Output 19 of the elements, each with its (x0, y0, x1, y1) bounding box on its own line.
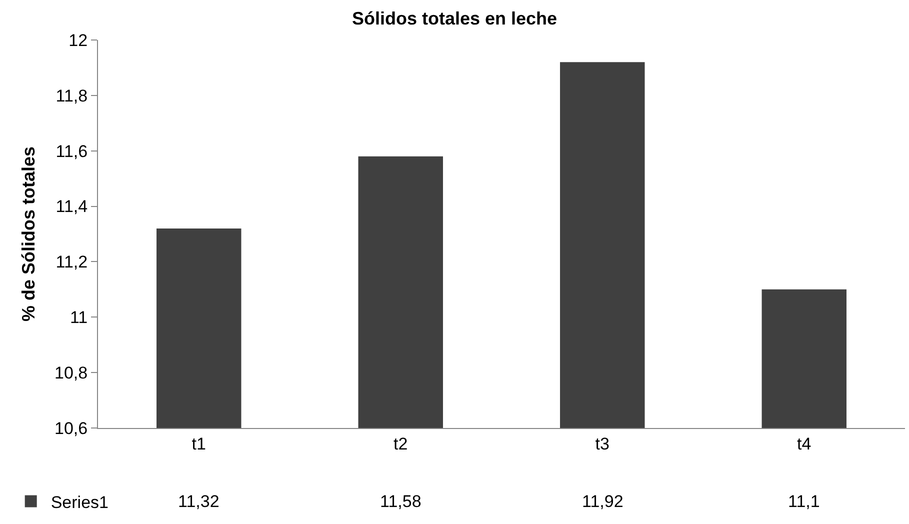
y-tick-label: 11 (70, 308, 88, 328)
y-tick-label: 11,8 (56, 86, 88, 106)
chart-title: Sólidos totales en leche (352, 8, 558, 29)
y-tick-label: 12 (68, 30, 88, 50)
data-label: 11,58 (380, 492, 422, 511)
y-tick-label: 11,4 (56, 197, 88, 216)
data-label: 11,1 (788, 492, 820, 511)
x-tick-label: t4 (797, 434, 812, 454)
data-label: 11,92 (582, 492, 624, 511)
legend-label: Series1 (50, 492, 108, 512)
y-tick-label: 10,8 (54, 364, 88, 383)
y-tick-label: 11,6 (56, 142, 88, 161)
y-tick-label: 10,6 (54, 418, 88, 438)
data-label: 11,32 (178, 492, 220, 511)
x-tick-label: t1 (192, 434, 206, 454)
y-axis-title: % de Sólidos totales (18, 146, 39, 322)
x-tick-label: t2 (394, 434, 408, 454)
x-tick-label: t3 (595, 434, 610, 454)
y-tick-label: 11,2 (56, 252, 88, 272)
